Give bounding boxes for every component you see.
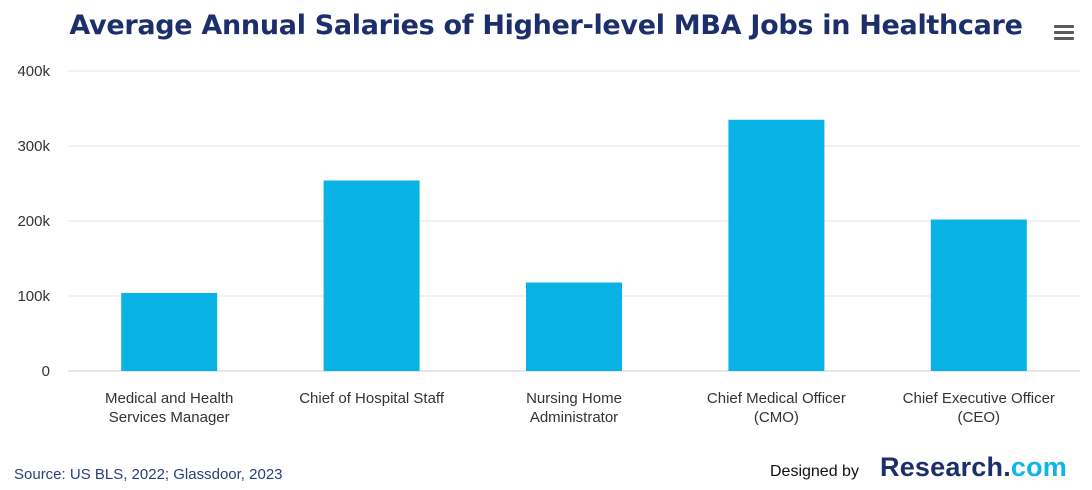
hamburger-menu-icon[interactable] [1054,25,1074,41]
menu-line [1054,31,1074,34]
x-tick-label: Nursing Home Administrator [526,390,622,426]
y-tick-label: 100k [17,288,50,305]
bar[interactable] [121,293,218,371]
y-tick-label: 0 [42,363,50,380]
x-tick-label-line: Services Manager [109,409,230,426]
bar[interactable] [930,219,1027,372]
y-tick-label: 400k [17,63,50,80]
y-tick-label: 300k [17,138,50,155]
brand-dot: . [1003,452,1011,482]
bar[interactable] [323,180,420,372]
x-tick-label-line: Administrator [530,409,618,426]
brand-name: Research [880,452,1004,482]
x-tick-label-line: Nursing Home [526,390,622,407]
y-axis-tick-labels: 0 100k 200k 300k 400k [17,63,50,380]
x-tick-label-line: Chief Medical Officer [707,390,846,407]
x-tick-label-line: Chief Executive Officer [903,390,1055,407]
x-tick-label-line: Chief of Hospital Staff [299,390,445,407]
x-tick-label-line: (CEO) [958,409,1001,426]
source-note: Source: US BLS, 2022; Glassdoor, 2023 [14,466,283,483]
x-tick-label-line: (CMO) [754,409,799,426]
x-tick-label: Chief Executive Officer (CEO) [903,390,1055,426]
bar[interactable] [728,119,825,371]
x-axis-tick-labels: Medical and Health Services Manager Chief … [105,390,1055,426]
chart-title: Average Annual Salaries of Higher-level … [69,10,1023,41]
menu-line [1054,37,1074,40]
y-tick-label: 200k [17,213,50,230]
x-tick-label-line: Medical and Health [105,390,233,407]
x-tick-label: Chief Medical Officer (CMO) [707,390,846,426]
designed-by-label: Designed by [770,463,859,480]
menu-line [1054,25,1074,28]
bar[interactable] [526,282,622,372]
brand-tld: com [1010,452,1068,482]
bars [121,119,1027,372]
x-tick-label: Medical and Health Services Manager [105,390,233,426]
x-tick-label: Chief of Hospital Staff [299,390,445,407]
brand-logo[interactable]: Research.com [880,452,1067,483]
